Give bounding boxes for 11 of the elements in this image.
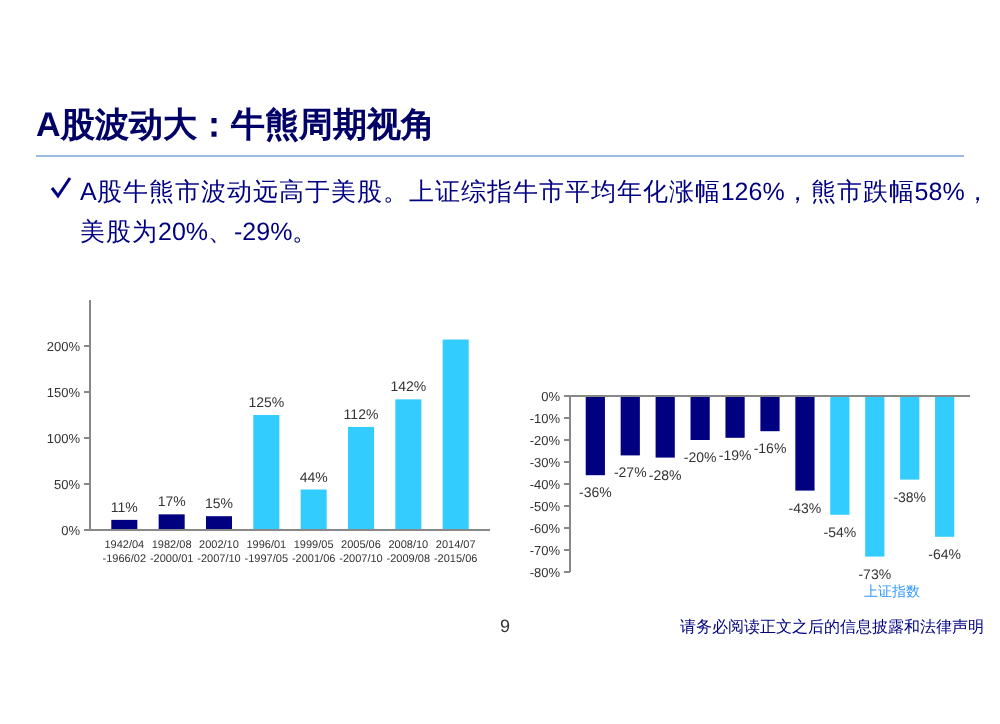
chart-subtitle: A股牛熊市波动远高于美股。上证综指牛市平均年化涨幅126%，熊市跌幅58%，美股为20%、-29%。: [80, 176, 991, 246]
bar: [395, 399, 422, 530]
bar: [158, 514, 185, 530]
text: 9: [500, 616, 511, 636]
bar: [253, 415, 280, 530]
bar: [442, 339, 469, 530]
bar: [205, 516, 233, 530]
bar: [347, 426, 375, 530]
chart-title: A股波动大：牛熊周期视角: [36, 106, 435, 144]
bar: [300, 489, 327, 530]
text: 请务必阅读正文之后的信息披露和法律声明: [680, 618, 984, 636]
